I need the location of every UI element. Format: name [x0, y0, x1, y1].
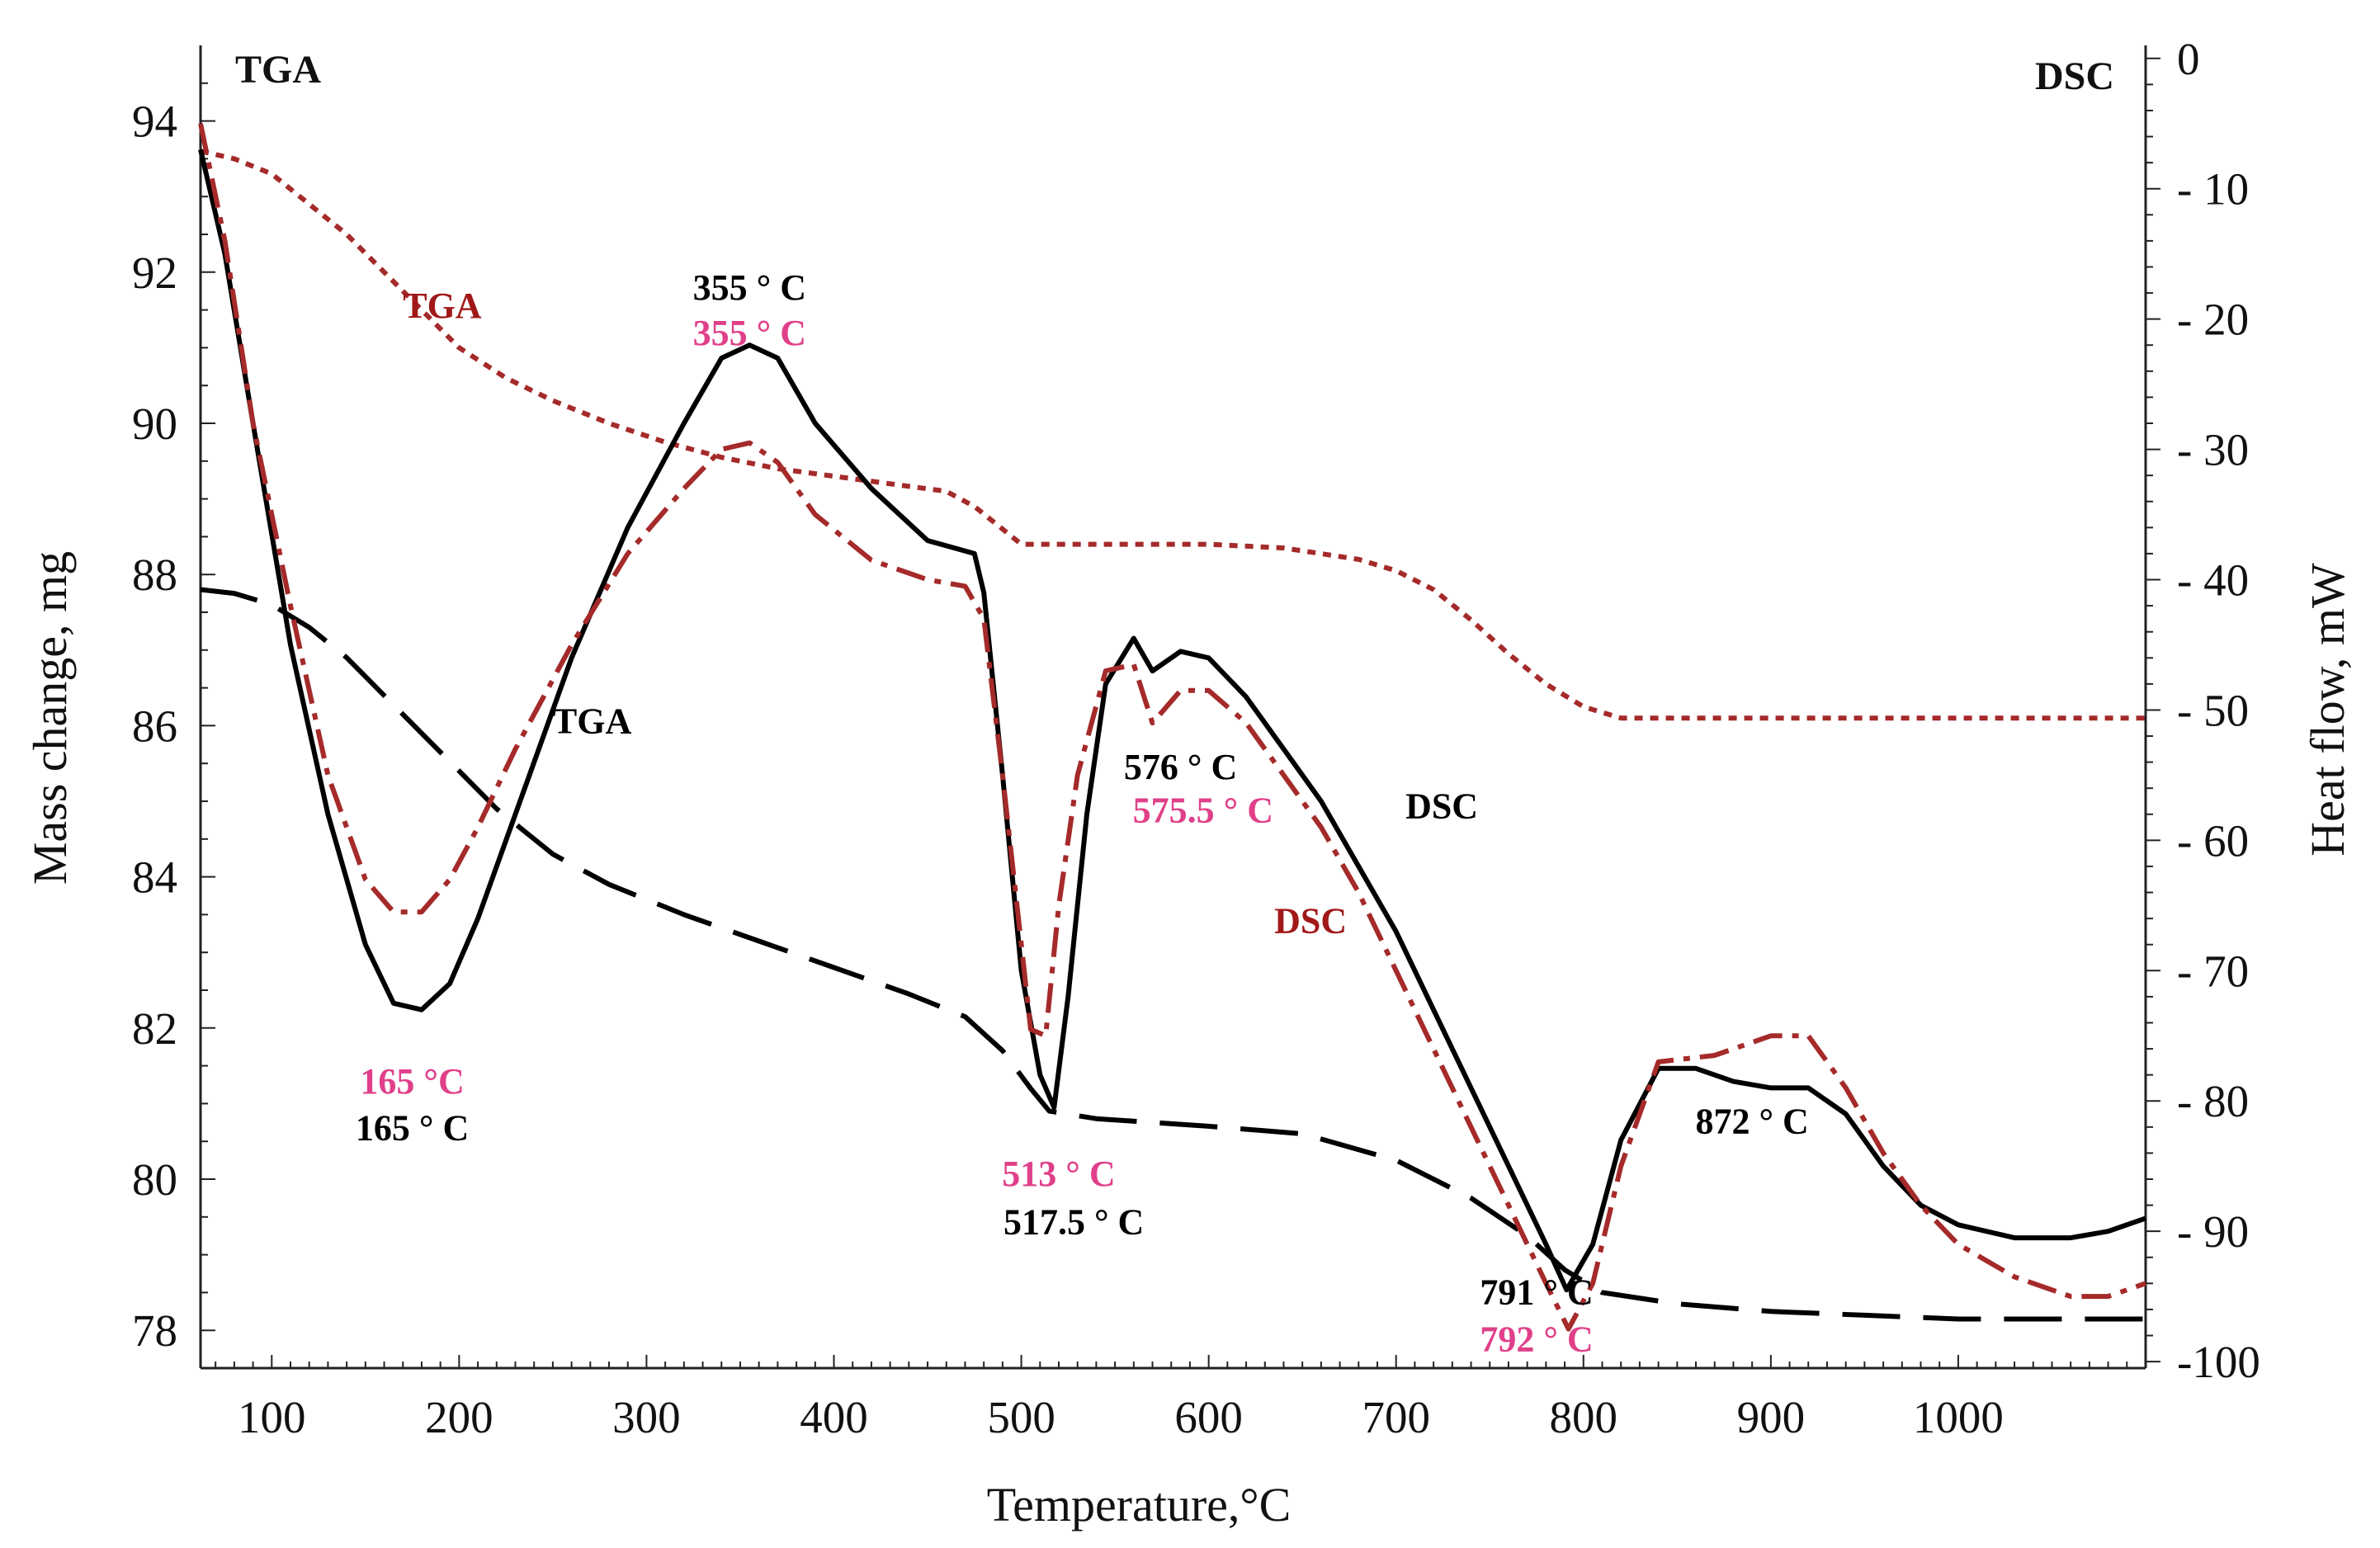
series-label: TGA [403, 286, 482, 326]
peak-annotation: 872 ° C [1695, 1102, 1808, 1142]
corner-label-right: DSC [2035, 54, 2114, 98]
corner-label-left: TGA [235, 48, 321, 92]
y-left-tick-label: 86 [132, 701, 177, 751]
peak-annotation: 575.5 ° C [1133, 790, 1273, 830]
chart-axes [199, 45, 2147, 1370]
x-tick-label: 1000 [1913, 1392, 2004, 1442]
y-right-tick-label: - 30 [2177, 425, 2249, 475]
x-tick-label: 700 [1362, 1392, 1430, 1442]
y-left-tick-label: 82 [132, 1003, 177, 1054]
chart-ticks: 100 200 300 400 500 600 700 800 900 1000788082848… [132, 34, 2260, 1442]
chart-annotations: TGA TGA DSC DSC 355 ° C 355 ° C 165 °C 165 ° C 5… [356, 267, 1809, 1360]
x-tick-label: 200 [425, 1392, 493, 1442]
peak-annotation: 513 ° C [1002, 1154, 1115, 1194]
x-tick-label: 100 [238, 1392, 306, 1442]
series-dsc-line-3 [198, 123, 2146, 1332]
x-tick-label: 400 [800, 1392, 868, 1442]
y-axis-right-title: Heat flow, mW [2301, 563, 2354, 857]
y-right-tick-label: - 90 [2177, 1206, 2249, 1257]
x-tick-label: 600 [1174, 1392, 1243, 1442]
x-axis-title: Temperature,°C [987, 1478, 1292, 1531]
y-right-tick-label: - 60 [2177, 815, 2249, 866]
y-right-tick-label: 0 [2177, 34, 2200, 84]
peak-annotation: 791 ° C [1480, 1272, 1593, 1313]
peak-annotation: 792 ° C [1480, 1319, 1593, 1359]
y-left-tick-label: 84 [132, 852, 177, 903]
y-left-tick-label: 92 [132, 248, 177, 298]
y-right-tick-label: - 80 [2177, 1076, 2249, 1126]
x-tick-label: 500 [987, 1392, 1055, 1442]
peak-annotation: 355 ° C [693, 267, 806, 308]
peak-annotation: 355 ° C [693, 313, 806, 353]
series-label: DSC [1274, 901, 1347, 942]
x-tick-label: 900 [1737, 1392, 1806, 1442]
y-left-tick-label: 88 [132, 550, 177, 600]
x-tick-label: 800 [1550, 1392, 1618, 1442]
series-label: DSC [1405, 786, 1478, 827]
series-dsc-line-2 [198, 149, 2146, 1293]
peak-annotation: 165 °C [360, 1061, 464, 1102]
peak-annotation: 517.5 ° C [1003, 1201, 1144, 1242]
y-axis-left-title: Mass change, mg [23, 551, 77, 885]
y-right-tick-label: -100 [2177, 1337, 2260, 1387]
y-right-tick-label: - 20 [2177, 295, 2249, 345]
y-right-tick-label: - 40 [2177, 555, 2249, 606]
chart-series [198, 123, 2146, 1332]
y-left-tick-label: 78 [132, 1305, 177, 1356]
y-left-tick-label: 90 [132, 399, 177, 449]
peak-annotation: 576 ° C [1124, 747, 1237, 787]
series-tga-line-1 [200, 587, 2146, 1322]
y-left-tick-label: 80 [132, 1154, 177, 1205]
series-label: TGA [553, 701, 632, 742]
y-right-tick-label: - 10 [2177, 164, 2249, 215]
series-tga-line-0 [200, 149, 2146, 721]
y-left-tick-label: 94 [132, 97, 177, 147]
y-right-tick-label: - 50 [2177, 685, 2249, 735]
x-tick-label: 300 [612, 1392, 681, 1442]
peak-annotation: 165 ° C [356, 1108, 469, 1149]
y-right-tick-label: - 70 [2177, 946, 2249, 996]
